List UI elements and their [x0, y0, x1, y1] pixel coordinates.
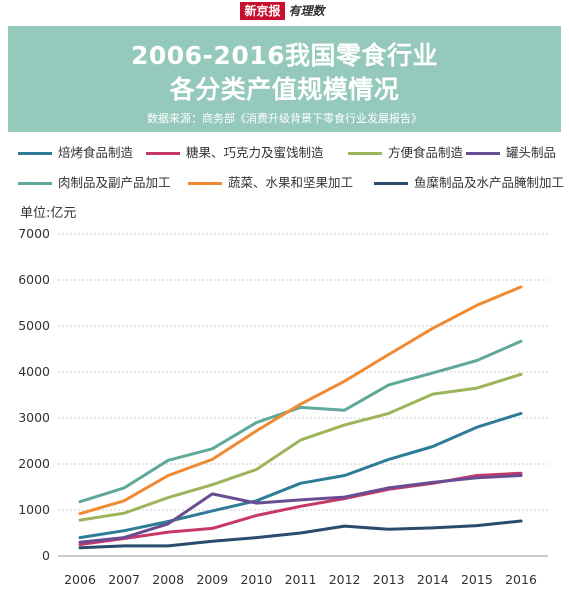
x-tick-label: 2010 — [240, 572, 272, 587]
header-banner: 2006-2016我国零食行业 各分类产值规模情况 数据来源：商务部《消费升级背… — [8, 26, 561, 132]
series-line — [78, 519, 523, 550]
series-line — [78, 372, 523, 522]
y-axis-label: 单位:亿元 — [20, 206, 76, 221]
y-tick-label: 6000 — [18, 272, 50, 287]
x-tick-label: 2008 — [152, 572, 184, 587]
legend-label: 罐头制品 — [506, 145, 557, 160]
legend-item: 罐头制品 — [466, 142, 556, 161]
legend-swatch — [348, 152, 382, 155]
brand-subname: 有理数 — [288, 4, 325, 18]
y-tick-label: 1000 — [18, 502, 50, 517]
x-tick-label: 2006 — [64, 572, 96, 587]
x-tick-label: 2012 — [329, 572, 361, 587]
legend-item: 鱼糜制品及水产品腌制加工 — [374, 172, 564, 191]
chart-subtitle: 各分类产值规模情况 — [169, 75, 400, 104]
y-tick-label: 4000 — [18, 364, 50, 379]
x-tick-label: 2016 — [505, 572, 537, 587]
brand-name: 新京报 — [240, 2, 285, 20]
legend-item: 方便食品制造 — [348, 142, 463, 161]
series-line — [78, 339, 523, 504]
y-tick-label: 7000 — [18, 226, 50, 241]
brand-logo: 新京报 有理数 — [0, 2, 569, 24]
legend-swatch — [146, 152, 180, 155]
y-tick-label: 2000 — [18, 456, 50, 471]
x-tick-label: 2007 — [108, 572, 140, 587]
x-tick-label: 2009 — [196, 572, 228, 587]
legend-swatch — [374, 182, 408, 185]
legend-label: 肉制品及副产品加工 — [58, 175, 171, 190]
x-tick-label: 2013 — [373, 572, 405, 587]
legend-label: 蔬菜、水果和坚果加工 — [228, 175, 354, 190]
legend-swatch — [18, 152, 52, 155]
x-tick-label: 2011 — [285, 572, 317, 587]
legend-item: 焙烤食品制造 — [18, 142, 133, 161]
legend-label: 鱼糜制品及水产品腌制加工 — [414, 175, 565, 190]
data-source: 数据来源：商务部《消费升级背景下零食行业发展报告》 — [147, 112, 422, 125]
legend-swatch — [466, 152, 500, 155]
legend-swatch — [188, 182, 222, 185]
legend-label: 方便食品制造 — [388, 145, 464, 160]
chart-title: 2006-2016我国零食行业 — [130, 41, 439, 70]
y-tick-label: 3000 — [18, 410, 50, 425]
series-line — [78, 474, 523, 544]
legend-item: 肉制品及副产品加工 — [18, 172, 171, 191]
x-tick-label: 2015 — [461, 572, 493, 587]
legend-item: 糖果、巧克力及蜜饯制造 — [146, 142, 324, 161]
series-line — [78, 411, 523, 540]
series-line — [78, 285, 523, 516]
legend-swatch — [18, 182, 52, 185]
legend-item: 蔬菜、水果和坚果加工 — [188, 172, 353, 191]
x-tick-label: 2014 — [417, 572, 449, 587]
legend-label: 糖果、巧克力及蜜饯制造 — [186, 145, 324, 160]
y-tick-label: 5000 — [18, 318, 50, 333]
y-tick-label: 0 — [42, 548, 50, 563]
legend-label: 焙烤食品制造 — [58, 145, 134, 160]
